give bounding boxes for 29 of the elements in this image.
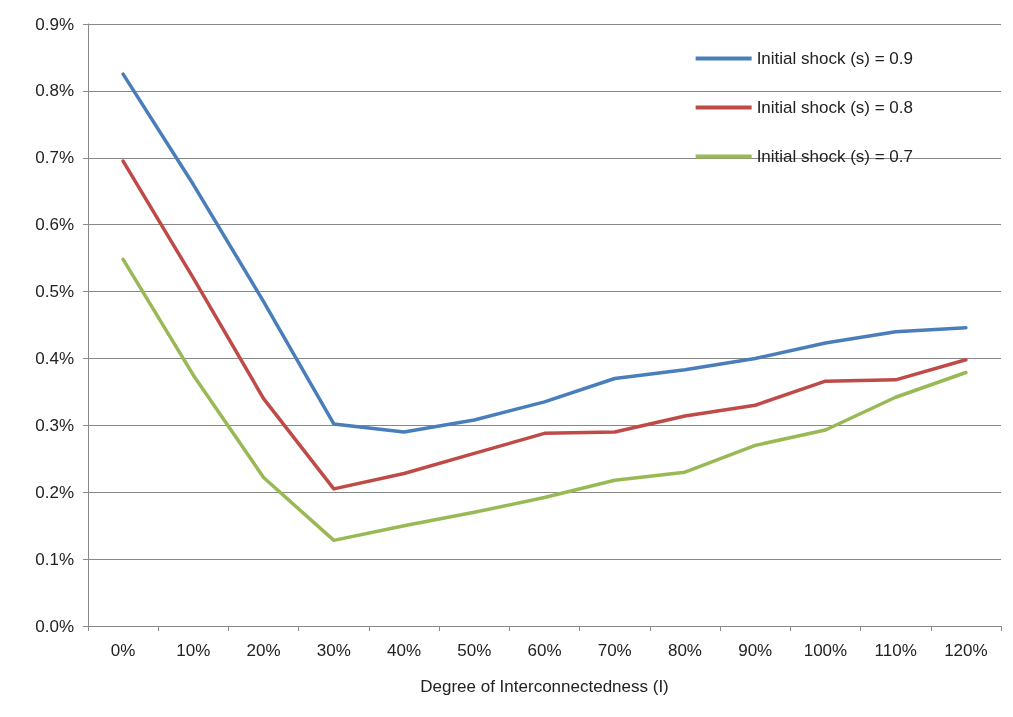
x-tick-label: 70%	[597, 641, 632, 660]
x-tick-label: 50%	[457, 641, 492, 660]
y-tick-label: 0.5%	[35, 282, 74, 302]
y-tick-label: 0.8%	[35, 81, 74, 101]
legend-label: Initial shock (s) = 0.7	[756, 147, 913, 166]
x-tick-label: 10%	[176, 641, 211, 660]
x-tick-label: 0%	[110, 641, 136, 660]
x-tick-label: 110%	[874, 641, 917, 660]
y-tick-label: 0.3%	[35, 415, 74, 435]
y-tick-label: 0.6%	[35, 215, 74, 235]
x-tick-label: 40%	[387, 641, 422, 660]
y-tick-label: 0.7%	[35, 148, 74, 168]
x-tick-label: 30%	[316, 641, 351, 660]
x-tick-label: 20%	[246, 641, 281, 660]
legend-label: Initial shock (s) = 0.8	[756, 98, 913, 117]
line-series	[121, 72, 968, 434]
x-axis-title: Degree of Interconnectedness (I)	[420, 677, 669, 696]
legend-label: Initial shock (s) = 0.9	[756, 49, 913, 68]
y-tick-label: 0.4%	[35, 348, 74, 368]
y-tick-label: 0.1%	[35, 549, 74, 569]
line-series	[121, 257, 968, 543]
y-tick-label: 0.0%	[35, 616, 74, 636]
x-tick-label: 80%	[667, 641, 702, 660]
x-tick-label: 120%	[944, 641, 988, 660]
y-tick-label: 0.9%	[35, 14, 74, 34]
x-tick-label: 90%	[738, 641, 773, 660]
x-tick-label: 100%	[803, 641, 848, 660]
x-tick-label: 60%	[527, 641, 562, 660]
y-tick-label: 0.2%	[35, 482, 74, 502]
